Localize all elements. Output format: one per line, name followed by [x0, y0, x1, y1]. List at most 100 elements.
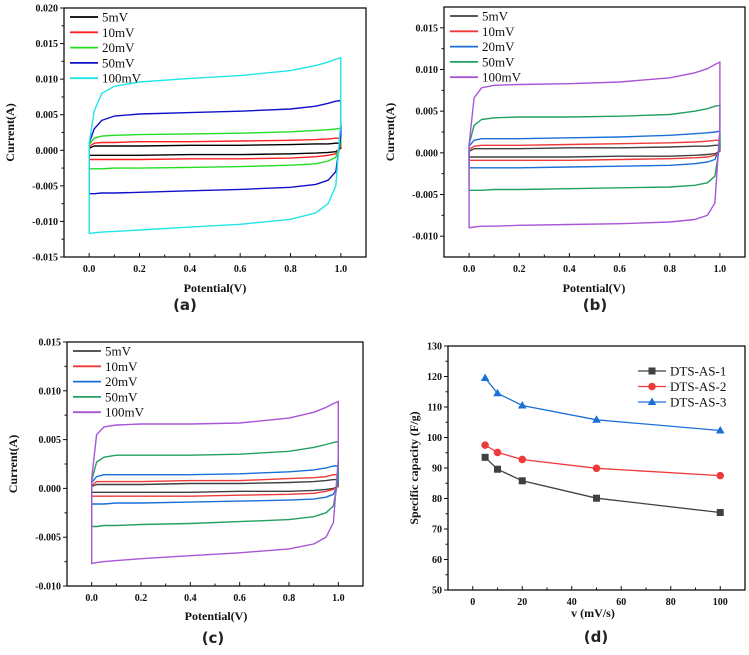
y-tick-label: 0.000 — [36, 146, 59, 157]
legend-label: 5mV — [102, 10, 129, 25]
legend-label: DTS-AS-2 — [670, 379, 726, 394]
x-axis-title: Potential(V) — [563, 281, 626, 295]
cv-curve-50mV — [88, 99, 342, 195]
panel-label: (d) — [584, 628, 608, 646]
data-point — [716, 471, 725, 480]
legend-label: DTS-AS-1 — [670, 364, 726, 379]
x-tick-label: 0.0 — [463, 264, 476, 275]
y-tick-label: 0.015 — [39, 338, 62, 349]
y-tick-label: -0.005 — [35, 533, 61, 544]
x-axis-title: Potential(V) — [184, 281, 247, 295]
x-tick-label: 80 — [666, 597, 676, 608]
data-point — [592, 464, 601, 473]
legend-marker — [648, 382, 656, 391]
data-point — [493, 448, 502, 457]
panel-label: (a) — [173, 296, 197, 314]
y-axis-title: Current(A) — [6, 435, 20, 493]
x-tick-label: 0.6 — [234, 264, 247, 275]
x-tick-label: 20 — [517, 597, 527, 608]
y-tick-label: 0.020 — [36, 4, 59, 15]
y-tick-label: -0.010 — [32, 217, 58, 228]
y-tick-label: 0.015 — [416, 23, 439, 34]
y-tick-label: 120 — [427, 372, 442, 383]
y-tick-label: 0.005 — [39, 435, 62, 446]
cv-curve-20mV — [88, 127, 342, 170]
panel-label: (c) — [202, 629, 225, 647]
x-tick-label: 0.2 — [133, 264, 146, 275]
legend-label: 50mV — [105, 389, 138, 404]
x-tick-label: 0.4 — [563, 264, 576, 275]
cv-curve-50mV — [91, 440, 339, 528]
y-tick-label: 0.010 — [416, 65, 439, 76]
data-point — [716, 509, 724, 517]
x-tick-label: 40 — [567, 597, 577, 608]
y-tick-label: 0.005 — [36, 110, 59, 121]
cv-curve-100mV — [468, 61, 721, 229]
y-tick-label: 0.015 — [36, 39, 59, 50]
y-tick-label: 80 — [432, 494, 442, 505]
legend-label: DTS-AS-3 — [670, 395, 726, 410]
x-tick-label: 0.4 — [184, 264, 197, 275]
data-point — [715, 425, 725, 434]
legend-label: 100mV — [482, 70, 522, 85]
x-tick-label: 0.2 — [135, 593, 148, 604]
legend-label: 20mV — [102, 40, 135, 55]
y-tick-label: 0.000 — [39, 484, 62, 495]
data-point — [592, 415, 601, 423]
x-tick-label: 0.6 — [613, 264, 626, 275]
y-tick-label: -0.005 — [412, 190, 438, 201]
legend-label: 20mV — [482, 39, 515, 54]
panel-label: (b) — [583, 296, 607, 314]
y-tick-label: 0.000 — [416, 148, 439, 159]
cv-curve-100mV — [88, 57, 342, 235]
x-tick-label: 0.0 — [85, 593, 98, 604]
legend-label: 100mV — [105, 405, 145, 420]
y-axis-title: Specific capacity (F/g) — [407, 411, 421, 524]
cv-curve-100mV — [91, 400, 339, 565]
x-tick-label: 1.0 — [714, 264, 727, 275]
legend-label: 50mV — [482, 54, 515, 69]
y-tick-label: 50 — [432, 586, 442, 597]
cv-curve-10mV — [468, 139, 721, 161]
legend-label: 10mV — [105, 359, 138, 374]
data-point — [517, 400, 527, 409]
data-point — [481, 453, 489, 461]
y-tick-label: -0.005 — [32, 181, 58, 192]
chart-panel-a: 0.0 0.2 0.4 0.6 0.8 1.0 -0.015 -0.010 -0.005 0.00… — [3, 4, 367, 314]
data-point — [480, 373, 490, 382]
legend-label: 50mV — [102, 55, 135, 70]
legend-marker — [647, 397, 657, 405]
y-tick-label: 0.005 — [416, 107, 439, 118]
y-axis-title: Current(A) — [383, 103, 397, 161]
y-tick-label: 0.010 — [36, 75, 59, 86]
data-point — [493, 388, 502, 397]
chart-panel-c: 0.0 0.2 0.4 0.6 0.8 1.0 -0.010 -0.005 0.000 0.005… — [6, 338, 364, 647]
y-tick-label: 90 — [432, 464, 442, 475]
cv-curve-20mV — [468, 130, 721, 169]
y-tick-label: 130 — [427, 342, 442, 353]
y-tick-label: -0.010 — [412, 232, 438, 243]
series-line-DTS-AS-1 — [484, 456, 721, 514]
data-point — [518, 455, 527, 464]
legend-label: 5mV — [482, 9, 509, 24]
y-tick-label: 100 — [427, 433, 442, 444]
x-tick-label: 1.0 — [335, 264, 348, 275]
y-tick-label: -0.015 — [32, 253, 58, 264]
y-tick-label: 110 — [428, 403, 442, 414]
x-axis-title: v (mV/s) — [571, 606, 615, 620]
x-axis-title: Potential(V) — [185, 609, 248, 623]
legend-label: 10mV — [482, 24, 515, 39]
y-tick-label: 70 — [432, 525, 442, 536]
legend-marker — [648, 367, 656, 375]
cv-curve-20mV — [91, 465, 339, 505]
legend-label: 100mV — [102, 71, 142, 86]
cv-curve-10mV — [91, 474, 339, 497]
data-point — [518, 477, 526, 485]
cv-curve-50mV — [468, 104, 721, 191]
data-point — [494, 465, 501, 473]
x-tick-label: 1.0 — [332, 593, 345, 604]
x-tick-label: 0 — [470, 597, 475, 608]
legend-label: 10mV — [102, 25, 135, 40]
legend-label: 5mV — [105, 344, 132, 359]
